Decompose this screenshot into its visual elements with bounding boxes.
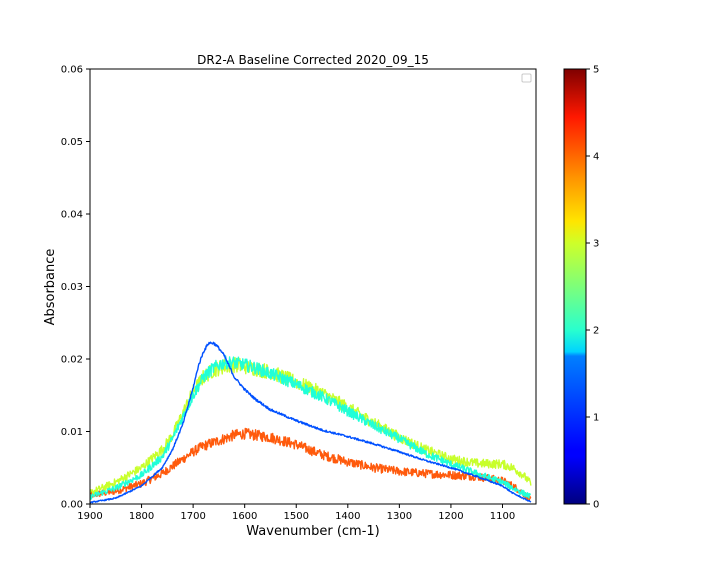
series-line (90, 356, 532, 496)
y-tick-label: 0.01 (61, 427, 83, 438)
y-tick-label: 0.06 (61, 65, 83, 76)
colorbar-tick-label: 4 (593, 152, 599, 163)
x-axis-ticks: 1900 1800 1700 1600 1500 1400 1300 1200 1100 (77, 504, 515, 522)
x-tick-label: 1300 (387, 511, 412, 522)
colorbar-tick-label: 1 (593, 413, 599, 424)
y-tick-label: 0.00 (61, 500, 83, 511)
y-tick-label: 0.04 (61, 210, 83, 221)
y-axis-title: Absorbance (43, 249, 58, 326)
series-layer (90, 341, 532, 504)
legend-box (521, 73, 532, 83)
series-line (90, 341, 532, 504)
y-tick-label: 0.02 (61, 355, 83, 366)
colorbar-ticks: 0 1 2 3 4 5 (586, 65, 599, 511)
series-line (90, 427, 532, 502)
y-axis-ticks: 0.00 0.01 0.02 0.03 0.04 0.05 0.06 (61, 65, 90, 511)
colorbar-tick-label: 3 (593, 239, 599, 250)
x-tick-label: 1900 (77, 511, 102, 522)
chart-title: DR2-A Baseline Corrected 2020_09_15 (197, 53, 429, 67)
y-tick-label: 0.03 (61, 282, 83, 293)
colorbar-tick-label: 5 (593, 65, 599, 76)
x-tick-label: 1500 (284, 511, 309, 522)
y-tick-label: 0.05 (61, 137, 83, 148)
x-tick-label: 1100 (490, 511, 515, 522)
x-tick-label: 1200 (438, 511, 463, 522)
colorbar (563, 68, 587, 505)
x-tick-label: 1600 (232, 511, 257, 522)
plot-frame (89, 68, 537, 505)
x-tick-label: 1400 (335, 511, 360, 522)
colorbar-tick-label: 2 (593, 326, 599, 337)
x-tick-label: 1700 (180, 511, 205, 522)
series-line (90, 355, 532, 500)
colorbar-tick-label: 0 (593, 500, 599, 511)
x-axis-title: Wavenumber (cm-1) (246, 524, 379, 539)
x-tick-label: 1800 (129, 511, 154, 522)
